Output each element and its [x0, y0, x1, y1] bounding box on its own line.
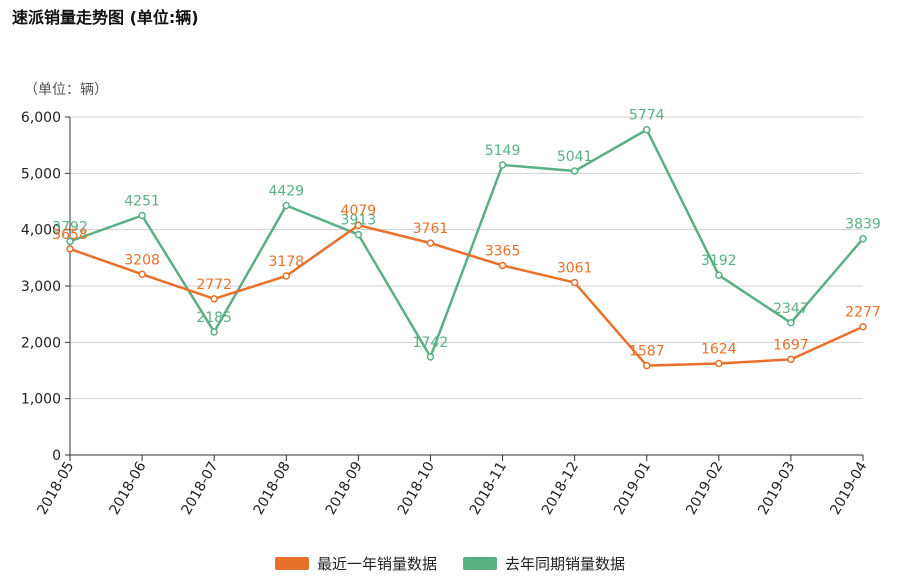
data-point: [426, 239, 435, 247]
data-label: 1587: [629, 344, 665, 360]
x-tick-label: 2019-04: [827, 459, 870, 518]
x-tick-label: 2019-02: [683, 459, 726, 518]
x-tick-label: 2018-12: [539, 459, 582, 518]
data-point: [859, 322, 867, 331]
legend-label-last-year: 去年同期销量数据: [505, 555, 626, 573]
data-label: 3761: [413, 221, 449, 237]
data-label: 3208: [124, 252, 160, 268]
data-label: 5774: [629, 108, 665, 124]
y-tick-label: 5,000: [21, 166, 61, 182]
y-tick-label: 2,000: [21, 335, 61, 351]
x-tick-label: 2018-09: [323, 459, 366, 518]
data-label: 5149: [485, 143, 521, 159]
chart-title: 速派销量走势图 (单位:辆): [12, 8, 199, 27]
x-tick-label: 2018-11: [467, 459, 510, 518]
data-label: 3658: [52, 227, 88, 243]
data-point: [642, 125, 651, 134]
data-label: 2185: [196, 310, 232, 326]
y-tick-label: 0: [52, 448, 61, 464]
data-label: 3061: [557, 261, 593, 277]
x-tick-label: 2018-08: [251, 459, 294, 518]
data-point: [138, 270, 146, 279]
data-point: [715, 359, 723, 368]
data-label: 1697: [773, 337, 809, 353]
x-tick-label: 2019-03: [755, 459, 798, 518]
data-point: [787, 355, 795, 364]
data-point: [282, 272, 291, 280]
data-point: [642, 361, 651, 370]
data-point: [138, 211, 146, 220]
y-tick-label: 4,000: [21, 223, 61, 239]
data-label: 4429: [268, 183, 304, 199]
data-point: [210, 295, 218, 303]
data-point: [498, 161, 507, 169]
x-axis: 2018-05 2018-06 2018-07 2018-08 2018-09 2018-…: [34, 117, 871, 518]
y-axis-ticks: 0 1,000 2,000 3,000 4,000 5,000 6,000: [21, 110, 70, 464]
x-tick-label: 2018-07: [179, 459, 222, 518]
y-tick-label: 1,000: [21, 392, 61, 408]
data-label: 2347: [773, 301, 809, 317]
x-tick-label: 2018-10: [395, 459, 438, 518]
data-point: [570, 278, 579, 287]
data-label: 1742: [413, 335, 449, 351]
x-tick-label: 2018-06: [106, 459, 149, 518]
x-tick-label: 2018-05: [34, 459, 77, 518]
data-label: 2277: [845, 305, 881, 321]
data-point: [426, 353, 435, 361]
legend: 最近一年销量数据 去年同期销量数据: [0, 553, 900, 574]
data-label: 3365: [485, 243, 521, 259]
data-label: 3792: [52, 219, 88, 235]
series-lines: [66, 125, 867, 370]
data-point: [66, 245, 74, 253]
data-label: 3178: [268, 254, 304, 270]
x-tick-label: 2019-01: [611, 459, 654, 518]
data-point: [354, 221, 363, 229]
data-point: [859, 234, 867, 243]
grid-lines: [70, 116, 863, 400]
legend-item-last-year[interactable]: 去年同期销量数据: [463, 553, 625, 574]
data-label: 1624: [701, 342, 737, 358]
data-point: [498, 261, 507, 270]
data-point: [570, 167, 579, 175]
data-point: [66, 237, 74, 246]
data-point: [787, 319, 795, 327]
legend-swatch-last-year: [463, 557, 497, 570]
y-unit-label: （单位：辆）: [24, 82, 108, 98]
data-label: 3913: [341, 213, 377, 229]
data-label: 5041: [557, 149, 593, 165]
data-label: 3839: [845, 217, 881, 233]
data-label: 3192: [701, 253, 737, 269]
data-point: [715, 271, 723, 279]
legend-swatch-recent: [274, 557, 309, 570]
data-label: 2772: [196, 277, 232, 293]
data-labels: 3792 4251 2185 4429 3913 1742 5149 5041 5774 3192…: [52, 108, 881, 360]
data-point: [282, 201, 291, 210]
data-point: [210, 328, 218, 336]
data-point: [354, 230, 363, 239]
series-line-0: [69, 223, 864, 367]
legend-label-recent: 最近一年销量数据: [316, 555, 437, 573]
y-tick-label: 6,000: [21, 110, 61, 126]
data-label: 4079: [341, 203, 377, 219]
legend-item-recent[interactable]: 最近一年销量数据: [274, 553, 437, 574]
data-label: 4251: [124, 194, 160, 210]
series-line-1: [69, 128, 864, 359]
y-tick-label: 3,000: [21, 279, 61, 295]
